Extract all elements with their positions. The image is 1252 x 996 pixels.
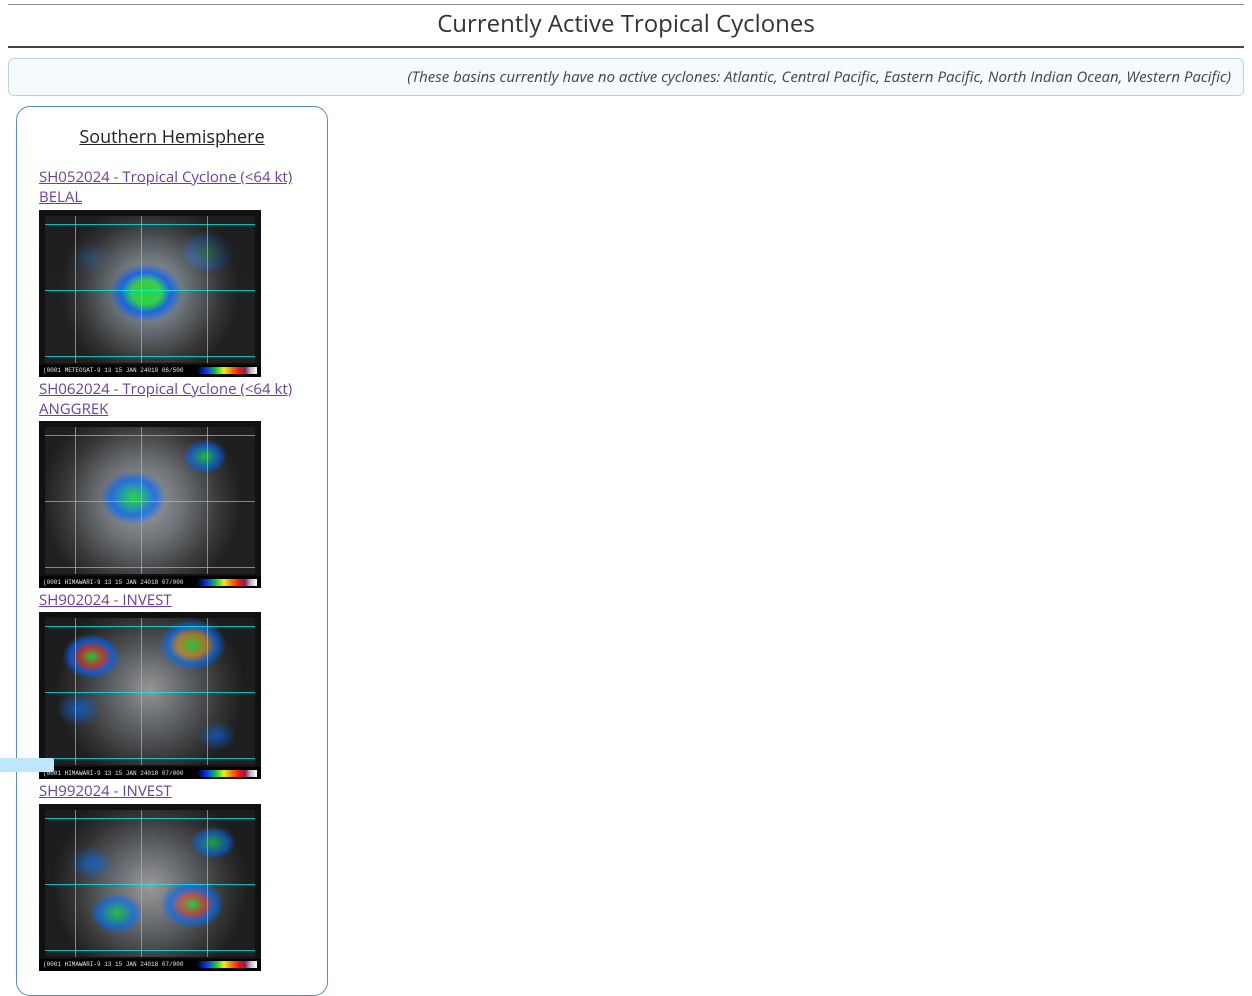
satellite-thumbnail[interactable]: (0001 METEOSAT-9 13 15 JAN 24018 06/500 [39,210,261,377]
satellite-source-label: (0001 HIMAWARI-9 13 15 JAN 24018 07/000 [43,961,193,968]
satellite-thumbnail[interactable]: (0001 HIMAWARI-9 13 15 JAN 24018 07/000 [39,612,261,779]
satellite-info-bar: (0001 HIMAWARI-9 13 15 JAN 24018 07/000 [39,767,261,779]
cyclone-link[interactable]: SH992024 - INVEST [39,781,305,801]
cyclone-list: SH052024 - Tropical Cyclone (<64 kt) BEL… [39,167,305,971]
satellite-thumbnail[interactable]: (0001 HIMAWARI-9 13 15 JAN 24018 07/000 [39,421,261,588]
color-scale-bar [197,770,257,777]
satellite-info-bar: (0001 HIMAWARI-9 13 15 JAN 24018 07/000 [39,959,261,971]
cyclone-item: SH062024 - Tropical Cyclone (<64 kt) ANG… [39,379,305,589]
color-scale-bar [197,367,257,374]
cyclone-link[interactable]: SH062024 - Tropical Cyclone (<64 kt) ANG… [39,379,305,420]
side-tab-indicator [0,758,54,772]
cyclone-link[interactable]: SH902024 - INVEST [39,590,305,610]
region-title: Southern Hemisphere [39,125,305,149]
cyclone-item: SH902024 - INVEST (0001 HIMAWARI-9 13 15 … [39,590,305,779]
cyclone-item: SH992024 - INVEST (0001 HIMAWARI-9 13 15 … [39,781,305,970]
satellite-source-label: (0001 HIMAWARI-9 13 15 JAN 24018 07/000 [43,579,193,586]
satellite-info-bar: (0001 METEOSAT-9 13 15 JAN 24018 06/500 [39,365,261,377]
title-divider [8,46,1244,48]
region-panel-southern-hemisphere: Southern Hemisphere SH052024 - Tropical … [16,106,328,996]
satellite-source-label: (0001 METEOSAT-9 13 15 JAN 24018 06/500 [43,367,193,374]
color-scale-bar [197,961,257,968]
satellite-thumbnail[interactable]: (0001 HIMAWARI-9 13 15 JAN 24018 07/000 [39,804,261,971]
satellite-source-label: (0001 HIMAWARI-9 13 15 JAN 24018 07/000 [43,770,193,777]
satellite-info-bar: (0001 HIMAWARI-9 13 15 JAN 24018 07/000 [39,576,261,588]
cyclone-link[interactable]: SH052024 - Tropical Cyclone (<64 kt) BEL… [39,167,305,208]
cyclone-item: SH052024 - Tropical Cyclone (<64 kt) BEL… [39,167,305,377]
page-title: Currently Active Tropical Cyclones [0,5,1252,46]
color-scale-bar [197,579,257,586]
inactive-basins-notice: (These basins currently have no active c… [8,58,1244,96]
